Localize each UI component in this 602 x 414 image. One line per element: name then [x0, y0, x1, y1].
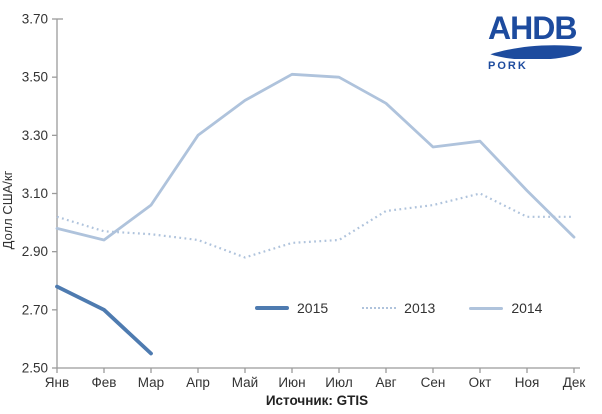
legend: 2015 2013 2014 — [255, 301, 542, 315]
ahdb-logo: AHDB PORK — [488, 12, 588, 72]
x-tick-label: Май — [232, 375, 258, 390]
legend-label-2013: 2013 — [404, 300, 436, 316]
source-label: Источник: GTIS — [265, 393, 369, 408]
x-tick-label: Июл — [325, 375, 352, 390]
y-tick-label: 3.10 — [22, 186, 48, 201]
y-tick-label: 3.70 — [22, 12, 48, 27]
series-line-2015 — [55, 284, 153, 356]
legend-item-2013: 2013 — [362, 301, 435, 315]
ahdb-logo-wordmark: AHDB — [488, 10, 577, 46]
y-tick-label: 3.30 — [22, 128, 48, 143]
y-tick-label: 2.90 — [22, 244, 48, 259]
x-tick-label: Апр — [186, 375, 210, 390]
legend-sample-2013-line — [362, 307, 397, 309]
legend-label-2014: 2014 — [511, 300, 543, 316]
legend-label-2015: 2015 — [297, 300, 329, 316]
series-line-2013 — [56, 192, 574, 259]
ahdb-swoosh-icon — [490, 45, 582, 59]
legend-sample-2014-line — [469, 306, 504, 310]
y-tick-label: 2.50 — [22, 361, 48, 376]
x-tick-label: Фев — [92, 375, 117, 390]
x-tick-label: Ноя — [515, 375, 540, 390]
y-axis-title: Долл США/кг — [0, 170, 15, 250]
legend-item-2014: 2014 — [469, 301, 542, 315]
x-tick-label: Окт — [469, 375, 492, 390]
x-tick-label: Авг — [375, 375, 396, 390]
ahdb-logo-pork-label: PORK — [488, 60, 528, 72]
x-tick-label: Сен — [421, 375, 446, 390]
y-tick-label: 2.70 — [22, 302, 48, 317]
x-tick-label: Мар — [138, 375, 164, 390]
legend-sample-2015-line — [255, 306, 289, 310]
series-line-2014 — [55, 72, 576, 242]
x-tick-label: Июн — [278, 375, 305, 390]
y-tick-label: 3.50 — [22, 70, 48, 85]
legend-item-2015: 2015 — [255, 301, 328, 315]
x-tick-label: Янв — [45, 375, 69, 390]
x-tick-label: Дек — [563, 375, 586, 390]
